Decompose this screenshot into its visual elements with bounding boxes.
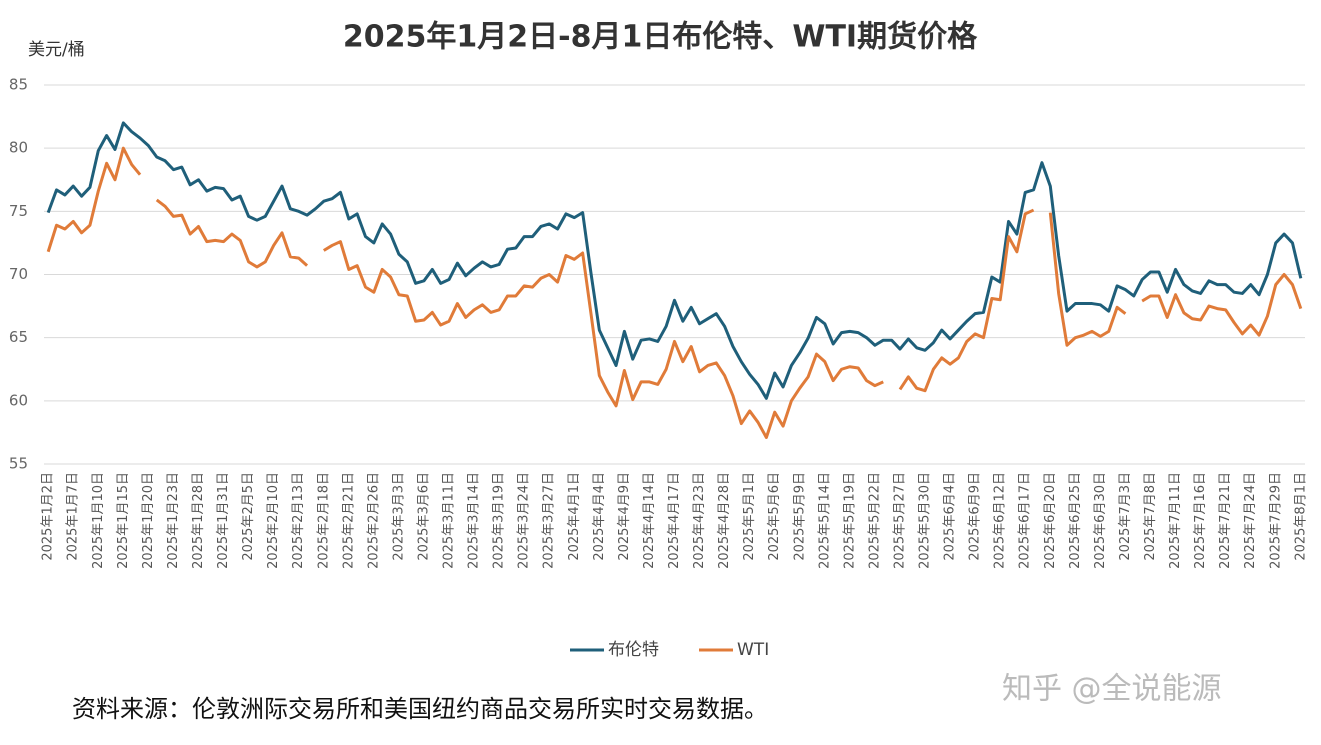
x-tick-label: 2025年3月19日 <box>492 472 507 569</box>
x-tick-label: 2025年2月18日 <box>316 472 331 569</box>
y-tick-label: 75 <box>9 202 28 220</box>
y-axis-unit: 美元/桶 <box>28 40 85 60</box>
x-tick-label: 2025年7月21日 <box>1218 472 1233 569</box>
x-tick-label: 2025年7月3日 <box>1118 472 1133 561</box>
x-tick-label: 2025年7月29日 <box>1268 472 1283 569</box>
x-tick-label: 2025年7月11日 <box>1168 472 1183 569</box>
x-tick-label: 2025年5月19日 <box>842 472 857 569</box>
x-tick-label: 2025年1月20日 <box>141 472 156 569</box>
x-tick-label: 2025年3月27日 <box>542 472 557 569</box>
x-tick-label: 2025年1月7日 <box>66 472 81 561</box>
x-tick-label: 2025年2月13日 <box>291 472 306 569</box>
x-tick-label: 2025年5月22日 <box>867 472 882 569</box>
x-tick-label: 2025年6月20日 <box>1043 472 1058 569</box>
x-tick-label: 2025年1月28日 <box>191 472 206 569</box>
x-tick-label: 2025年2月21日 <box>341 472 356 569</box>
x-tick-label: 2025年5月14日 <box>817 472 832 569</box>
x-tick-label: 2025年7月16日 <box>1193 472 1208 569</box>
x-tick-label: 2025年3月11日 <box>442 472 457 569</box>
y-tick-label: 70 <box>9 265 28 283</box>
x-tick-label: 2025年1月15日 <box>116 472 131 569</box>
y-tick-label: 60 <box>9 391 28 409</box>
x-tick-label: 2025年4月14日 <box>642 472 657 569</box>
x-tick-label: 2025年5月30日 <box>918 472 933 569</box>
line-series <box>46 146 1303 439</box>
x-tick-label: 2025年4月9日 <box>617 472 632 561</box>
y-tick-label: 80 <box>9 139 28 157</box>
x-tick-label: 2025年1月2日 <box>41 472 56 561</box>
x-tick-label: 2025年4月23日 <box>692 472 707 569</box>
line-series <box>46 121 1303 400</box>
x-tick-label: 2025年3月3日 <box>391 472 406 561</box>
x-tick-label: 2025年8月1日 <box>1293 472 1308 561</box>
chart-title: 2025年1月2日-8月1日布伦特、WTI期货价格 <box>343 20 978 55</box>
x-tick-label: 2025年3月14日 <box>467 472 482 569</box>
source-note: 资料来源：伦敦洲际交易所和美国纽约商品交易所实时交易数据。 <box>72 695 768 723</box>
x-tick-label: 2025年6月30日 <box>1093 472 1108 569</box>
x-tick-label: 2025年4月17日 <box>667 472 682 569</box>
x-tick-label: 2025年4月28日 <box>717 472 732 569</box>
y-tick-label: 65 <box>9 328 28 346</box>
x-tick-label: 2025年5月1日 <box>742 472 757 561</box>
x-tick-label: 2025年5月6日 <box>767 472 782 561</box>
x-tick-label: 2025年2月26日 <box>366 472 381 569</box>
x-tick-label: 2025年4月4日 <box>592 472 607 561</box>
y-tick-label: 85 <box>9 76 28 94</box>
x-tick-label: 2025年5月27日 <box>892 472 907 569</box>
x-tick-label: 2025年2月10日 <box>266 472 281 569</box>
legend-label: WTI <box>737 640 769 660</box>
x-tick-label: 2025年6月4日 <box>943 472 958 561</box>
x-tick-label: 2025年6月9日 <box>968 472 983 561</box>
x-tick-label: 2025年6月25日 <box>1068 472 1083 569</box>
x-tick-label: 2025年6月12日 <box>993 472 1008 569</box>
x-tick-label: 2025年3月24日 <box>517 472 532 569</box>
watermark: 知乎 @全说能源 <box>1002 672 1222 707</box>
x-tick-label: 2025年2月5日 <box>241 472 256 561</box>
legend-label: 布伦特 <box>608 640 659 660</box>
y-tick-label: 55 <box>9 455 28 473</box>
x-tick-label: 2025年1月23日 <box>166 472 181 569</box>
x-tick-label: 2025年1月10日 <box>91 472 106 569</box>
x-tick-label: 2025年3月6日 <box>416 472 431 561</box>
x-tick-label: 2025年7月8日 <box>1143 472 1158 561</box>
x-tick-label: 2025年4月1日 <box>567 472 582 561</box>
x-tick-label: 2025年6月17日 <box>1018 472 1033 569</box>
x-tick-label: 2025年7月24日 <box>1243 472 1258 569</box>
x-tick-label: 2025年1月31日 <box>216 472 231 569</box>
x-tick-label: 2025年5月9日 <box>792 472 807 561</box>
